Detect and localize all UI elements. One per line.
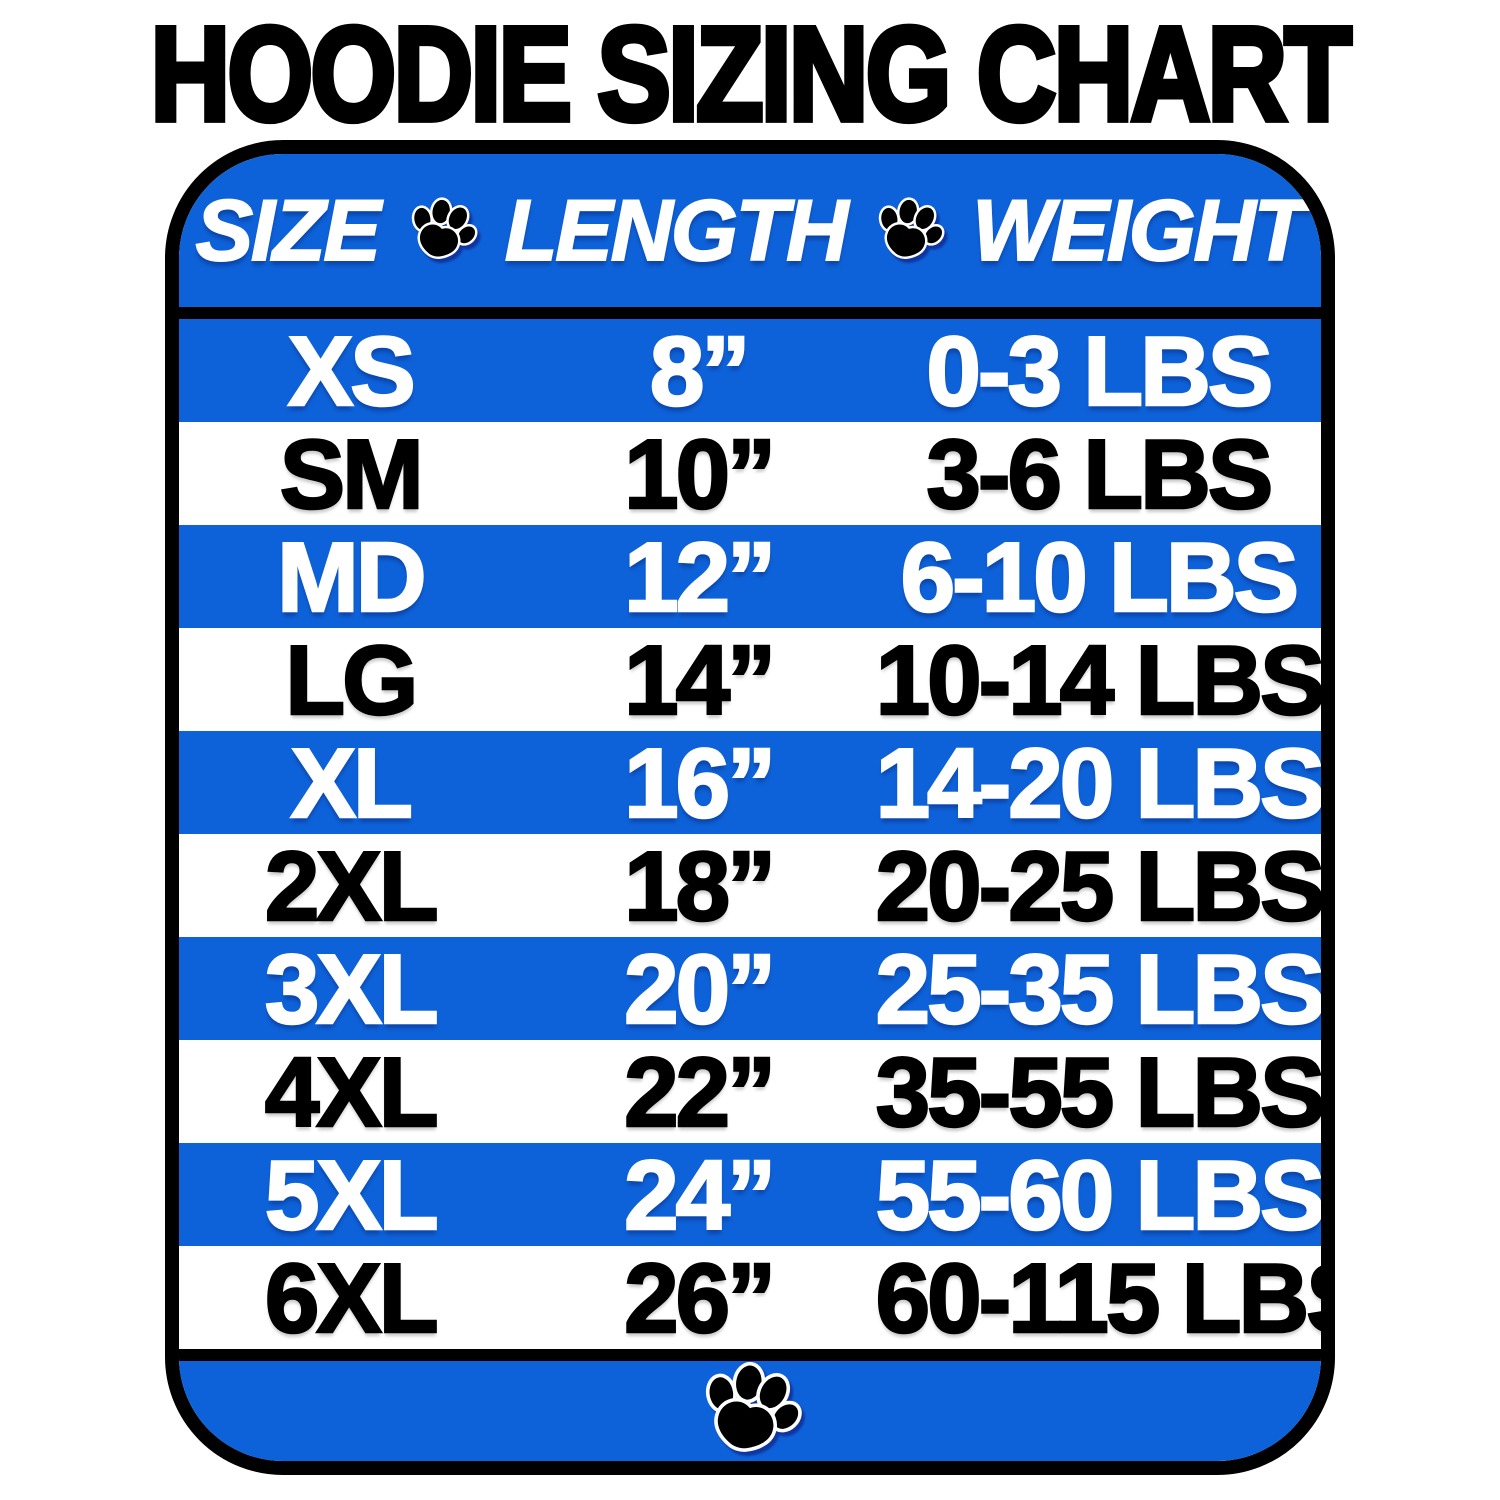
length-cell: 14” bbox=[623, 624, 778, 735]
page-title-text: HOODIE SIZING CHART bbox=[148, 0, 1354, 149]
size-cell: 6XL bbox=[264, 1242, 440, 1353]
length-cell: 12” bbox=[623, 521, 778, 632]
length-cell: 18” bbox=[623, 830, 778, 941]
weight-cell: 3-6 LBS bbox=[925, 418, 1274, 529]
page-title: HOODIE SIZING CHART bbox=[0, 0, 1500, 149]
table-row: 2XL 18” 20-25 LBS bbox=[179, 834, 1321, 937]
size-cell: 2XL bbox=[264, 830, 440, 941]
weight-cell: 25-35 LBS bbox=[874, 933, 1323, 1044]
table-row: 4XL 22” 35-55 LBS bbox=[179, 1040, 1321, 1143]
table-row: XS 8” 0-3 LBS bbox=[179, 319, 1321, 422]
column-header-size: SIZE bbox=[195, 182, 382, 279]
table-footer bbox=[179, 1361, 1321, 1461]
length-cell: 16” bbox=[623, 727, 778, 838]
paw-print-icon bbox=[696, 1361, 804, 1465]
weight-cell: 6-10 LBS bbox=[899, 521, 1300, 632]
length-cell: 20” bbox=[623, 933, 778, 1044]
weight-cell: 20-25 LBS bbox=[874, 830, 1323, 941]
weight-cell: 10-14 LBS bbox=[874, 624, 1323, 735]
column-header-weight: WEIGHT bbox=[971, 182, 1307, 279]
table-row: MD 12” 6-10 LBS bbox=[179, 525, 1321, 628]
size-cell: 3XL bbox=[264, 933, 440, 1044]
table-row: XL 16” 14-20 LBS bbox=[179, 731, 1321, 834]
size-cell: MD bbox=[276, 521, 428, 632]
weight-cell: 55-60 LBS bbox=[874, 1139, 1323, 1250]
size-cell: 4XL bbox=[264, 1036, 440, 1147]
table-row: 5XL 24” 55-60 LBS bbox=[179, 1143, 1321, 1246]
weight-cell: 14-20 LBS bbox=[874, 727, 1323, 838]
paw-print-icon bbox=[872, 194, 946, 268]
table-row: 3XL 20” 25-35 LBS bbox=[179, 937, 1321, 1040]
size-cell: XL bbox=[289, 727, 414, 838]
weight-cell: 60-115 LBS bbox=[874, 1242, 1335, 1353]
size-cell: LG bbox=[284, 624, 420, 735]
weight-cell: 0-3 LBS bbox=[925, 315, 1274, 426]
column-header-length: LENGTH bbox=[504, 182, 850, 279]
length-cell: 10” bbox=[623, 418, 778, 529]
length-cell: 24” bbox=[623, 1139, 778, 1250]
footer-divider bbox=[179, 1349, 1321, 1361]
header-divider bbox=[179, 307, 1321, 319]
length-cell: 22” bbox=[623, 1036, 778, 1147]
table-header-row: SIZE LENGTH WEIGHT bbox=[179, 154, 1321, 307]
size-cell: 5XL bbox=[264, 1139, 440, 1250]
size-cell: SM bbox=[279, 418, 425, 529]
weight-cell: 35-55 LBS bbox=[874, 1036, 1323, 1147]
sizing-chart-card: SIZE LENGTH WEIGHT XS 8” 0-3 LBS SM 10” … bbox=[165, 140, 1335, 1475]
paw-print-icon bbox=[405, 194, 479, 268]
table-body: XS 8” 0-3 LBS SM 10” 3-6 LBS MD 12” 6-10… bbox=[179, 319, 1321, 1349]
table-row: LG 14” 10-14 LBS bbox=[179, 628, 1321, 731]
size-cell: XS bbox=[287, 315, 417, 426]
length-cell: 8” bbox=[649, 315, 752, 426]
table-row: SM 10” 3-6 LBS bbox=[179, 422, 1321, 525]
table-row: 6XL 26” 60-115 LBS bbox=[179, 1246, 1321, 1349]
length-cell: 26” bbox=[623, 1242, 778, 1353]
